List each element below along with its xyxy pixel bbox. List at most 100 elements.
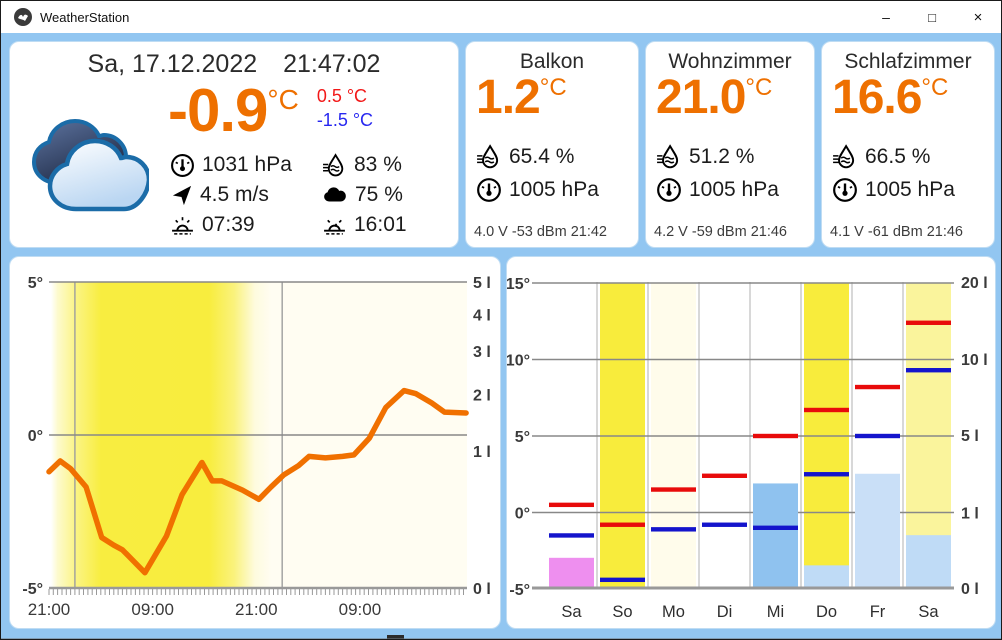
sensor-humidity-value: 66.5 % <box>865 145 931 168</box>
svg-text:0°: 0° <box>28 428 43 445</box>
sensor-status: 4.2 V -59 dBm 21:46 <box>654 224 787 240</box>
sunrise-stat: 07:39 <box>170 213 322 238</box>
sunset-value: 16:01 <box>354 213 407 236</box>
humidity-icon <box>833 144 855 169</box>
sensor-temp-unit: °C <box>745 74 773 101</box>
cloud-cover-icon <box>324 187 346 202</box>
sensor-temp-value: 16.6 <box>832 71 922 124</box>
sensor-humidity: 51.2 % <box>656 144 754 170</box>
svg-text:5 l: 5 l <box>961 428 979 445</box>
sunrise-icon <box>172 216 193 235</box>
svg-text:5°: 5° <box>28 275 43 292</box>
svg-text:5°: 5° <box>515 429 530 446</box>
svg-text:0°: 0° <box>515 506 530 523</box>
sensor-humidity-value: 65.4 % <box>509 145 575 168</box>
svg-text:4 l: 4 l <box>473 307 491 324</box>
svg-text:Sa: Sa <box>561 603 582 621</box>
svg-text:-5°: -5° <box>22 581 43 598</box>
svg-text:Sa: Sa <box>918 603 939 621</box>
svg-text:5 l: 5 l <box>473 275 491 292</box>
pressure-value: 1031 hPa <box>202 153 292 176</box>
sensor-humidity: 66.5 % <box>832 144 930 170</box>
sensor-pressure: 1005 hPa <box>656 177 779 203</box>
svg-text:0 l: 0 l <box>961 581 979 598</box>
taskbar-peek <box>387 635 404 639</box>
pressure-gauge-icon <box>833 178 857 202</box>
sensor-temp-unit: °C <box>539 74 567 101</box>
sunrise-value: 07:39 <box>202 213 255 236</box>
svg-text:10°: 10° <box>507 353 530 370</box>
sensor-panel-schlafzimmer: Schlafzimmer 16.6 °C 66.5 % 1005 hPa 4.1… <box>821 41 995 248</box>
current-date: Sa, 17.12.2022 <box>87 50 258 78</box>
window-title: WeatherStation <box>40 9 130 25</box>
sensor-temperature: 1.2 °C <box>476 74 567 122</box>
humidity-icon <box>477 144 499 169</box>
humidity-stat: 83 % <box>322 152 452 178</box>
wind-value: 4.5 m/s <box>200 183 269 206</box>
date-time: Sa, 17.12.2022 21:47:02 <box>10 50 458 79</box>
sensor-panel-wohnzimmer: Wohnzimmer 21.0 °C 51.2 % 1005 hPa 4.2 V… <box>645 41 815 248</box>
sensor-name: Wohnzimmer <box>668 50 792 73</box>
sensor-humidity-value: 51.2 % <box>689 145 755 168</box>
pressure-stat: 1031 hPa <box>170 153 322 178</box>
svg-text:1 l: 1 l <box>473 444 491 461</box>
pressure-gauge-icon <box>657 178 681 202</box>
temperature-max: 0.5 °C <box>316 86 368 106</box>
sunset-stat: 16:01 <box>322 213 452 238</box>
svg-text:Mo: Mo <box>662 603 685 621</box>
sensor-status: 4.0 V -53 dBm 21:42 <box>474 224 607 240</box>
sensor-pressure-value: 1005 hPa <box>865 178 955 201</box>
svg-text:09:00: 09:00 <box>339 600 382 619</box>
humidity-icon <box>323 152 344 176</box>
svg-text:-5°: -5° <box>509 582 530 599</box>
svg-text:0 l: 0 l <box>473 581 491 598</box>
clouds-icon <box>24 106 152 221</box>
svg-text:1 l: 1 l <box>961 506 979 523</box>
minimize-button[interactable]: – <box>882 9 890 25</box>
sensor-name: Schlafzimmer <box>844 50 972 73</box>
svg-text:So: So <box>612 603 632 621</box>
svg-text:Di: Di <box>717 603 733 621</box>
sensor-temp-value: 21.0 <box>656 71 746 124</box>
window-bottom-edge <box>1 638 1001 639</box>
temperature-min: -1.5 °C <box>316 110 374 130</box>
cloud-cover-value: 75 % <box>355 183 403 206</box>
pressure-gauge-icon <box>171 153 194 177</box>
pressure-gauge-icon <box>477 178 501 202</box>
sensor-pressure-value: 1005 hPa <box>509 178 599 201</box>
svg-text:15°: 15° <box>507 276 530 293</box>
sensor-temp-value: 1.2 <box>476 71 541 124</box>
temperature-unit: °C <box>267 84 299 115</box>
humidity-icon <box>657 144 679 169</box>
app-logo-icon <box>14 8 32 26</box>
sensor-pressure: 1005 hPa <box>832 177 955 203</box>
svg-text:Do: Do <box>816 603 837 621</box>
cloud-cover-stat: 75 % <box>322 182 452 208</box>
title-bar[interactable]: WeatherStation – □ × <box>1 1 1001 33</box>
sensor-status: 4.1 V -61 dBm 21:46 <box>830 224 963 240</box>
wind-stat: 4.5 m/s <box>170 183 322 207</box>
temperature-history-chart: 5° 0° -5° 5 l 4 l 3 l 2 l 1 l 0 l 21:00 09:00 21:00… <box>22 275 491 619</box>
forecast-chart: 15° 10° 5° 0° -5° 20 l 10 l 5 l 1 l 0 l Sa So Mo Di Mi… <box>507 275 988 621</box>
close-button[interactable]: × <box>973 8 983 26</box>
sensor-humidity: 65.4 % <box>476 144 574 170</box>
svg-text:3 l: 3 l <box>473 344 491 361</box>
temperature-minmax: 0.5 °C -1.5 °C <box>317 84 373 132</box>
sensor-name: Balkon <box>519 50 585 73</box>
current-stats: 1031 hPa 83 % 4.5 m/s <box>170 150 452 240</box>
current-time: 21:47:02 <box>283 50 381 78</box>
wind-direction-icon <box>172 185 192 205</box>
sensor-pressure-value: 1005 hPa <box>689 178 779 201</box>
maximize-button[interactable]: □ <box>928 9 936 25</box>
window-controls: – □ × <box>863 1 1001 33</box>
sensor-panel-balkon: Balkon 1.2 °C 65.4 % 1005 hPa 4.0 V -53 … <box>465 41 639 248</box>
history-chart-panel: 5° 0° -5° 5 l 4 l 3 l 2 l 1 l 0 l 21:00 09:00 21:00… <box>9 256 501 629</box>
svg-text:21:00: 21:00 <box>28 600 71 619</box>
svg-text:09:00: 09:00 <box>131 600 174 619</box>
current-temperature: -0.9 °C 0.5 °C -1.5 °C <box>168 81 373 141</box>
current-weather-panel: Sa, 17.12.2022 21:47:02 -0.9 °C 0.5 ° <box>9 41 459 248</box>
svg-text:2 l: 2 l <box>473 388 491 405</box>
svg-text:Mi: Mi <box>767 603 784 621</box>
forecast-chart-panel: 15° 10° 5° 0° -5° 20 l 10 l 5 l 1 l 0 l Sa So Mo Di Mi… <box>506 256 996 629</box>
